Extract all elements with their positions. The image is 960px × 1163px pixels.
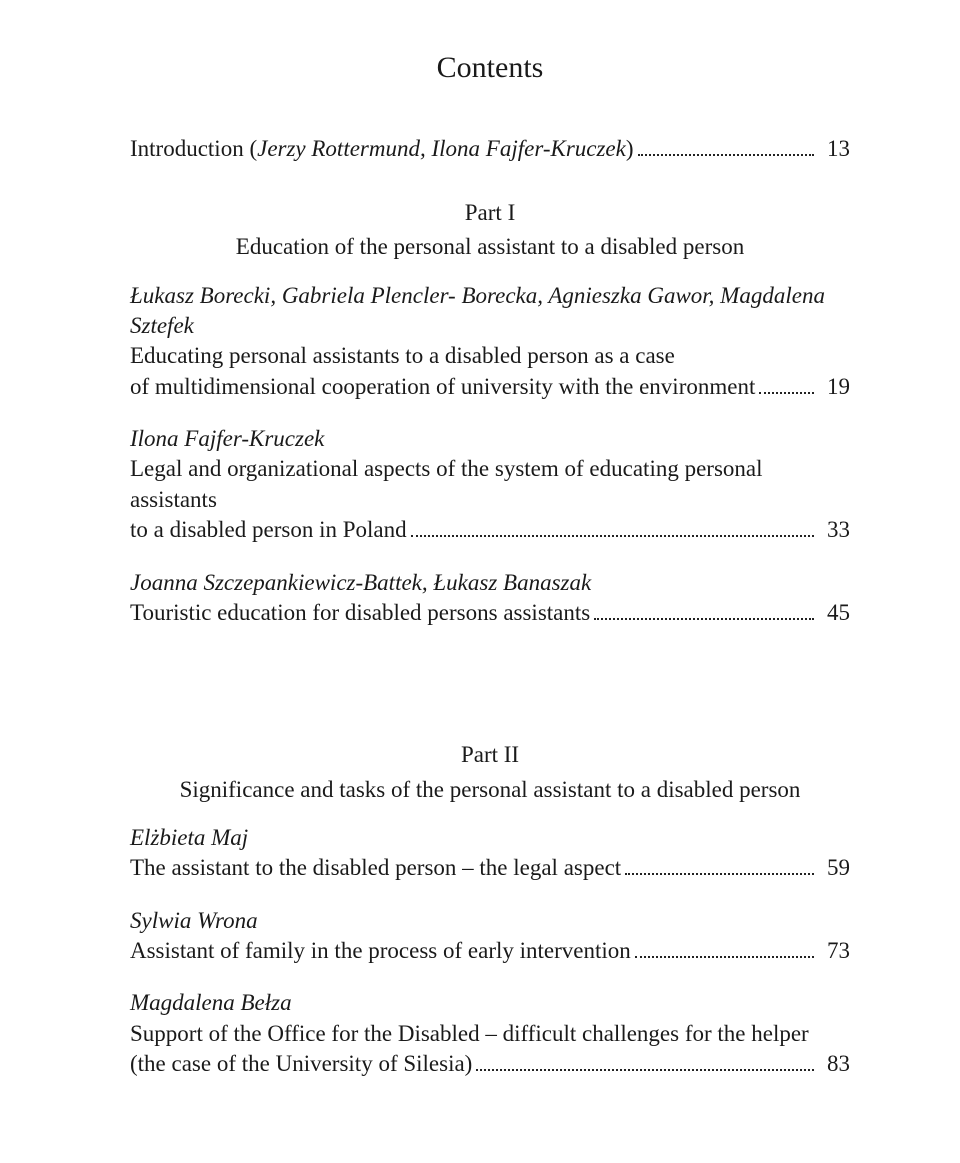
part2-subtitle: Significance and tasks of the personal a… — [130, 775, 850, 805]
leader-dots — [594, 600, 814, 620]
entry-preline: Legal and organizational aspects of the … — [130, 454, 850, 515]
part1-subtitle: Education of the personal assistant to a… — [130, 232, 850, 262]
entry-lastline: (the case of the University of Silesia) — [130, 1049, 472, 1079]
entry-preline: Educating personal assistants to a disab… — [130, 341, 850, 371]
leader-dots — [759, 373, 814, 393]
page-number: 73 — [818, 936, 850, 966]
leader-dots — [635, 938, 814, 958]
toc-line: (the case of the University of Silesia) … — [130, 1049, 850, 1079]
toc-line: Touristic education for disabled persons… — [130, 598, 850, 628]
entry-lastline: of multidimensional cooperation of unive… — [130, 372, 755, 402]
entry-authors: Magdalena Bełza — [130, 988, 850, 1018]
toc-intro: Introduction (Jerzy Rottermund, Ilona Fa… — [130, 134, 850, 164]
intro-authors: Jerzy Rottermund, Ilona Fajfer-Kruczek — [257, 134, 626, 164]
leader-dots — [625, 855, 814, 875]
entry-authors: Sylwia Wrona — [130, 906, 850, 936]
part1-label: Part I — [130, 198, 850, 228]
toc-entry: Sylwia Wrona Assistant of family in the … — [130, 906, 850, 967]
page: Contents Introduction (Jerzy Rottermund,… — [0, 0, 960, 1163]
toc-line: to a disabled person in Poland 33 — [130, 515, 850, 545]
spacer — [130, 650, 850, 706]
entry-lastline: to a disabled person in Poland — [130, 515, 407, 545]
entry-authors: Ilona Fajfer-Kruczek — [130, 424, 850, 454]
toc-entry: Elżbieta Maj The assistant to the disabl… — [130, 823, 850, 884]
page-number: 13 — [818, 134, 850, 164]
page-number: 83 — [818, 1049, 850, 1079]
entry-authors: Elżbieta Maj — [130, 823, 850, 853]
toc-line: Introduction (Jerzy Rottermund, Ilona Fa… — [130, 134, 850, 164]
entry-lastline: The assistant to the disabled person – t… — [130, 853, 621, 883]
toc-entry: Łukasz Borecki, Gabriela Plencler- Borec… — [130, 281, 850, 402]
intro-text-b: ) — [626, 134, 634, 164]
page-number: 45 — [818, 598, 850, 628]
leader-dots — [411, 517, 814, 537]
page-title: Contents — [130, 48, 850, 88]
toc-line: Assistant of family in the process of ea… — [130, 936, 850, 966]
entry-authors: Joanna Szczepankiewicz-Battek, Łukasz Ba… — [130, 568, 850, 598]
entry-authors: Łukasz Borecki, Gabriela Plencler- Borec… — [130, 281, 850, 342]
part2-label: Part II — [130, 740, 850, 770]
page-number: 59 — [818, 853, 850, 883]
entry-lastline: Assistant of family in the process of ea… — [130, 936, 631, 966]
toc-entry: Magdalena Bełza Support of the Office fo… — [130, 988, 850, 1079]
page-number: 19 — [818, 372, 850, 402]
entry-lastline: Touristic education for disabled persons… — [130, 598, 590, 628]
page-number: 33 — [818, 515, 850, 545]
toc-line: The assistant to the disabled person – t… — [130, 853, 850, 883]
toc-entry: Ilona Fajfer-Kruczek Legal and organizat… — [130, 424, 850, 545]
leader-dots — [476, 1051, 814, 1071]
toc-line: of multidimensional cooperation of unive… — [130, 372, 850, 402]
leader-dots — [638, 135, 814, 155]
intro-text-a: Introduction ( — [130, 134, 257, 164]
toc-entry: Joanna Szczepankiewicz-Battek, Łukasz Ba… — [130, 568, 850, 629]
entry-preline: Support of the Office for the Disabled –… — [130, 1019, 850, 1049]
